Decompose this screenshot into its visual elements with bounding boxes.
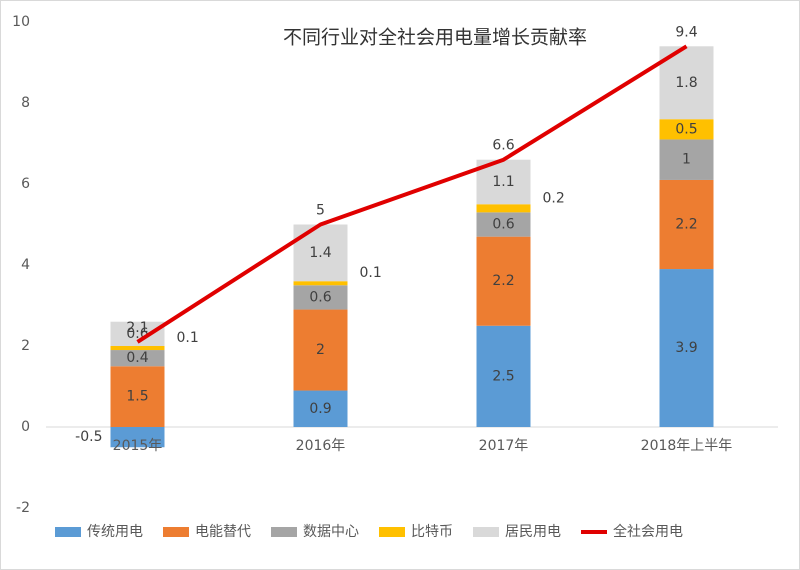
x-tick-label: 2018年上半年 — [641, 438, 733, 454]
value-label: 1.5 — [126, 389, 148, 405]
legend-label: 数据中心 — [303, 524, 359, 540]
bar-segment — [110, 350, 165, 367]
legend-swatch — [163, 527, 189, 537]
value-label: 2.2 — [675, 217, 697, 233]
value-label: 1.8 — [675, 75, 697, 91]
value-label: 0.6 — [309, 289, 331, 305]
y-tick-label: 0 — [21, 419, 30, 435]
x-tick-label: 2015年 — [113, 438, 163, 454]
bar-segment — [110, 427, 165, 448]
value-label: 3.9 — [675, 340, 697, 356]
value-label: 0.6 — [492, 217, 514, 233]
plot-area: -2 0 2 4 6 8 10 -0.5 1.5 0.4 0.1 0.6 2015年 0.9 2 0.6 0.1… — [12, 14, 778, 516]
bar-segment — [659, 179, 714, 270]
y-tick-label: 2 — [21, 338, 30, 354]
line-label: 5 — [316, 203, 325, 219]
bar-segment — [293, 309, 348, 391]
bar-segment — [476, 236, 531, 326]
total-line — [136, 44, 688, 344]
value-label: 2.2 — [492, 273, 514, 289]
value-label: 1.4 — [309, 245, 331, 261]
value-label: 2.5 — [492, 368, 514, 384]
y-tick-label: 8 — [21, 95, 30, 111]
bar-segment — [293, 281, 348, 286]
bar-segment — [476, 204, 531, 213]
legend-label: 比特币 — [411, 524, 453, 540]
value-label: 0.1 — [177, 330, 199, 346]
legend-label: 全社会用电 — [613, 523, 683, 540]
bar-segment — [659, 119, 714, 140]
legend-label: 电能替代 — [195, 524, 251, 540]
legend-swatch — [473, 527, 499, 537]
bar-segment — [476, 325, 531, 427]
line-label: 9.4 — [675, 24, 697, 40]
bar-segment — [110, 366, 165, 427]
value-label: 0.9 — [309, 401, 331, 417]
legend-swatch — [379, 527, 405, 537]
line-label: 2.1 — [126, 320, 148, 336]
bar-segment — [110, 346, 165, 351]
bar-segment — [476, 212, 531, 237]
legend-swatch — [55, 527, 81, 537]
y-tick-label: 6 — [21, 176, 30, 192]
legend-swatch — [271, 527, 297, 537]
bar-segment — [659, 269, 714, 427]
x-tick-label: 2016年 — [296, 438, 346, 454]
bar-segment — [293, 390, 348, 427]
value-label: 0.5 — [675, 121, 697, 137]
y-tick-label: 4 — [21, 257, 30, 273]
value-label: 1 — [682, 152, 691, 168]
legend-label: 传统用电 — [87, 524, 143, 540]
legend: 传统用电 电能替代 数据中心 比特币 居民用电 全社会用电 — [55, 523, 683, 540]
line-label: 6.6 — [492, 138, 514, 154]
value-label: -0.5 — [75, 429, 102, 445]
bar-segment — [659, 139, 714, 180]
value-label: 2 — [316, 342, 325, 358]
chart-title: 不同行业对全社会用电量增长贡献率 — [283, 27, 587, 49]
value-label: 0.1 — [360, 265, 382, 281]
y-tick-label: -2 — [16, 500, 30, 516]
value-label: 0.2 — [543, 190, 565, 206]
value-label: 1.1 — [492, 174, 514, 190]
bar-segment — [293, 285, 348, 310]
y-tick-label: 10 — [12, 14, 30, 30]
x-tick-label: 2017年 — [479, 438, 529, 454]
value-label: 0.4 — [126, 350, 148, 366]
legend-label: 居民用电 — [505, 524, 561, 540]
